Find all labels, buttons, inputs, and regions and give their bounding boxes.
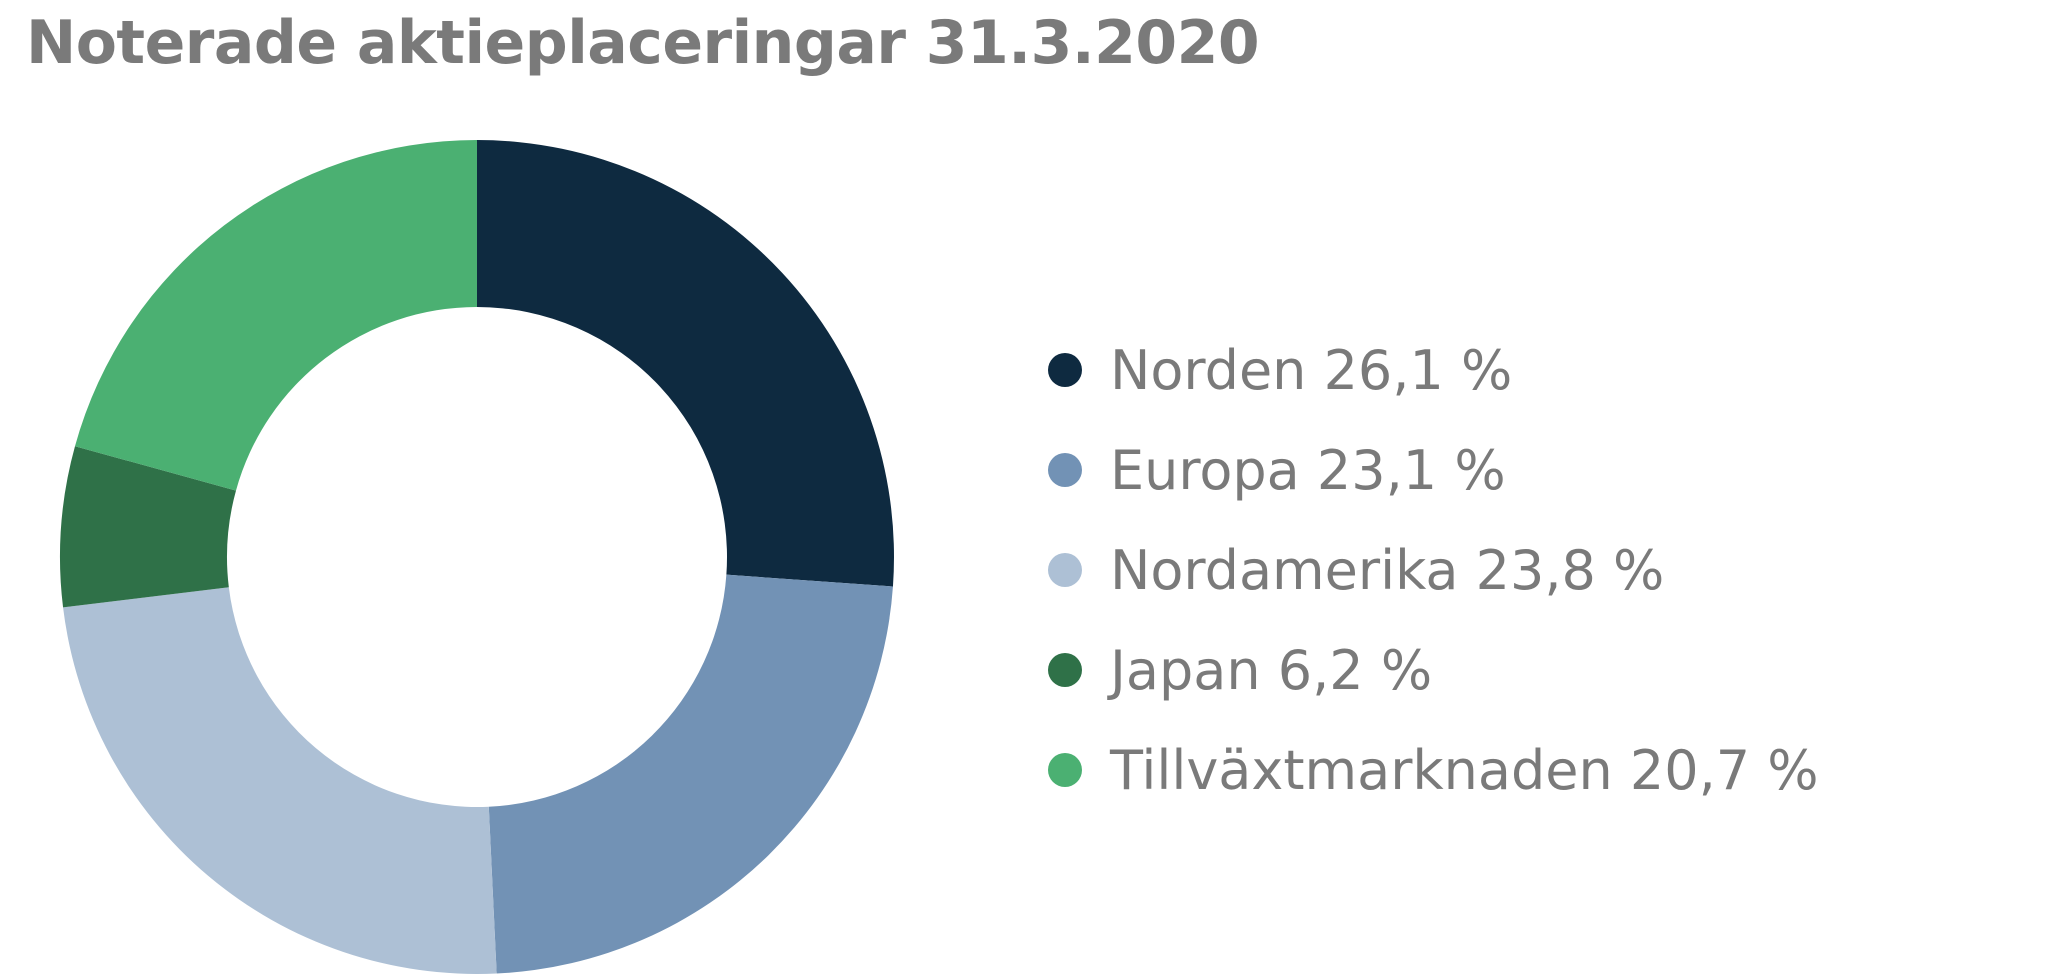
slice-tillvaxtmarknaden <box>74 140 477 491</box>
legend-label: Norden 26,1 % <box>1110 338 1513 402</box>
legend-marker <box>1048 653 1082 687</box>
legend-label: Europa 23,1 % <box>1110 438 1506 502</box>
legend-marker <box>1048 453 1082 487</box>
legend-label: Tillväxtmarknaden 20,7 % <box>1110 738 1819 802</box>
legend-label: Nordamerika 23,8 % <box>1110 538 1665 602</box>
chart-legend: Norden 26,1 % Europa 23,1 % Nordamerika 23… <box>1048 320 1819 820</box>
legend-item-japan: Japan 6,2 % <box>1048 620 1819 720</box>
donut-slices <box>59 140 895 974</box>
legend-marker <box>1048 353 1082 387</box>
chart-title: Noterade aktieplaceringar 31.3.2020 <box>26 8 1260 78</box>
donut-chart <box>59 140 895 974</box>
legend-item-tillvaxtmarknaden: Tillväxtmarknaden 20,7 % <box>1048 720 1819 820</box>
slice-nordamerika <box>63 587 497 974</box>
legend-item-nordamerika: Nordamerika 23,8 % <box>1048 520 1819 620</box>
legend-item-norden: Norden 26,1 % <box>1048 320 1819 420</box>
legend-marker <box>1048 553 1082 587</box>
slice-japan <box>59 446 236 608</box>
legend-item-europa: Europa 23,1 % <box>1048 420 1819 520</box>
legend-marker <box>1048 753 1082 787</box>
slice-europa <box>488 574 893 974</box>
legend-label: Japan 6,2 % <box>1110 638 1433 702</box>
slice-norden <box>477 140 895 587</box>
